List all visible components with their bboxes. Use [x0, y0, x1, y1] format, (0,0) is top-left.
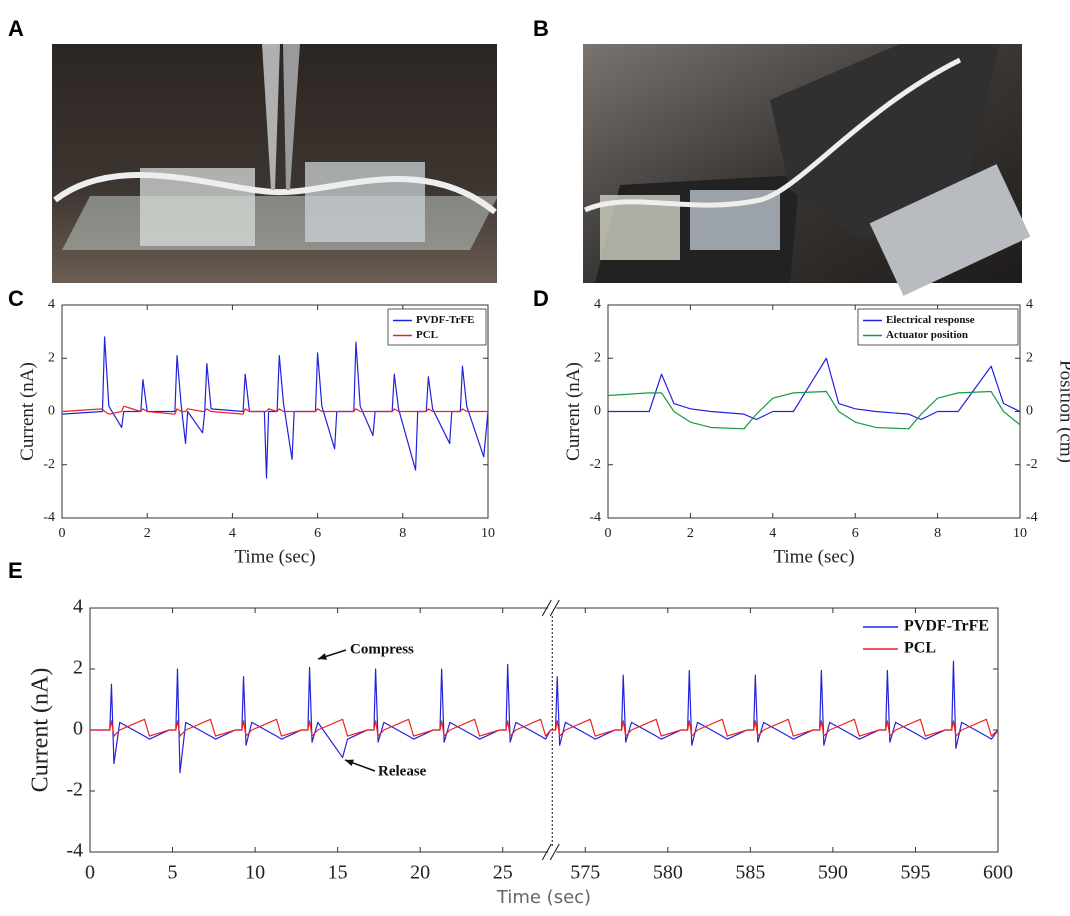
- y-tick-label: -2: [589, 457, 601, 472]
- y-tick-label: 4: [73, 596, 83, 618]
- series-line: [607, 390, 1021, 430]
- legend-box: [387, 308, 487, 346]
- x-tick-label: 5: [168, 862, 178, 884]
- y-tick-label: -2: [43, 457, 55, 472]
- x-tick-label: 10: [1013, 526, 1027, 541]
- photo-b: [583, 44, 1031, 296]
- y-tick-label: -4: [589, 510, 601, 525]
- axis-break-mark: [549, 599, 560, 617]
- y-tick-label: 0: [73, 718, 83, 740]
- legend-label: PCL: [416, 329, 438, 341]
- x-tick-label: 590: [818, 862, 848, 884]
- x-tick-label: 2: [687, 526, 694, 541]
- series-line: [90, 718, 999, 737]
- axis-break-mark: [541, 599, 552, 617]
- annotation-arrowhead: [345, 759, 354, 767]
- x-tick-label: 4: [769, 526, 776, 541]
- panel-label: B: [533, 16, 549, 41]
- y-tick-label: 2: [48, 350, 55, 365]
- y-tick-label: 2: [73, 657, 83, 679]
- x-tick-label: 25: [493, 862, 513, 884]
- axis-break-gap: [548, 846, 557, 858]
- y-tick-label: -2: [66, 779, 83, 801]
- x-axis-label: Time (sec): [234, 546, 315, 567]
- y-tick-label: 0: [48, 404, 55, 419]
- annotation-arrowhead: [318, 653, 327, 660]
- y2-tick-label: 0: [1026, 404, 1033, 419]
- annotation: Compress: [350, 641, 414, 657]
- panel-label: E: [8, 558, 23, 583]
- x-tick-label: 0: [59, 526, 66, 541]
- axis-break-mark: [549, 843, 560, 861]
- y-tick-label: -4: [43, 510, 55, 525]
- y-axis-label: Current (nA): [563, 362, 584, 461]
- x-tick-label: 20: [410, 862, 430, 884]
- axis-break-mark: [541, 843, 552, 861]
- series-line: [608, 357, 1021, 421]
- panel-label: C: [8, 286, 24, 311]
- x-tick-label: 595: [900, 862, 930, 884]
- x-tick-label: 8: [399, 526, 406, 541]
- x-tick-label: 10: [481, 526, 495, 541]
- series-line: [90, 660, 999, 774]
- x-tick-label: 575: [570, 862, 600, 884]
- y-tick-label: 2: [594, 350, 601, 365]
- series-line: [61, 336, 489, 479]
- y-axis-label: Current (nA): [17, 362, 38, 461]
- legend-label: PVDF-TrFE: [904, 618, 989, 635]
- annotation: Release: [378, 763, 427, 779]
- x-tick-label: 10: [245, 862, 265, 884]
- panel-label: A: [8, 16, 24, 41]
- legend-box: [857, 308, 1019, 346]
- legend-label: PVDF-TrFE: [416, 314, 474, 326]
- x-tick-label: 2: [144, 526, 151, 541]
- x-tick-label: 15: [328, 862, 348, 884]
- photo-a: [52, 44, 498, 283]
- y-tick-label: 4: [594, 297, 601, 312]
- axis-break-gap: [548, 602, 557, 614]
- y-axis-label: Current (nA): [28, 668, 54, 793]
- y2-tick-label: -2: [1026, 457, 1038, 472]
- y2-tick-label: 2: [1026, 350, 1033, 365]
- x-axis-label: Time (sec): [496, 887, 591, 908]
- x-tick-label: 600: [983, 862, 1013, 884]
- legend-label: PCL: [904, 640, 936, 657]
- x-tick-label: 0: [85, 862, 95, 884]
- legend-label: Actuator position: [886, 329, 968, 341]
- y-tick-label: -4: [66, 840, 83, 862]
- y2-tick-label: 4: [1026, 297, 1033, 312]
- x-tick-label: 580: [653, 862, 683, 884]
- x-tick-label: 0: [605, 526, 612, 541]
- panel-label: D: [533, 286, 549, 311]
- y-tick-label: 4: [48, 297, 55, 312]
- y2-axis-label: Position (cm): [1055, 360, 1070, 463]
- legend-label: Electrical response: [886, 314, 975, 326]
- x-axis-label: Time (sec): [773, 546, 854, 567]
- x-tick-label: 585: [735, 862, 765, 884]
- x-tick-label: 6: [852, 526, 859, 541]
- x-tick-label: 8: [934, 526, 941, 541]
- y2-tick-label: -4: [1026, 510, 1038, 525]
- x-tick-label: 4: [229, 526, 236, 541]
- y-tick-label: 0: [594, 404, 601, 419]
- series-line: [61, 405, 488, 415]
- x-tick-label: 6: [314, 526, 321, 541]
